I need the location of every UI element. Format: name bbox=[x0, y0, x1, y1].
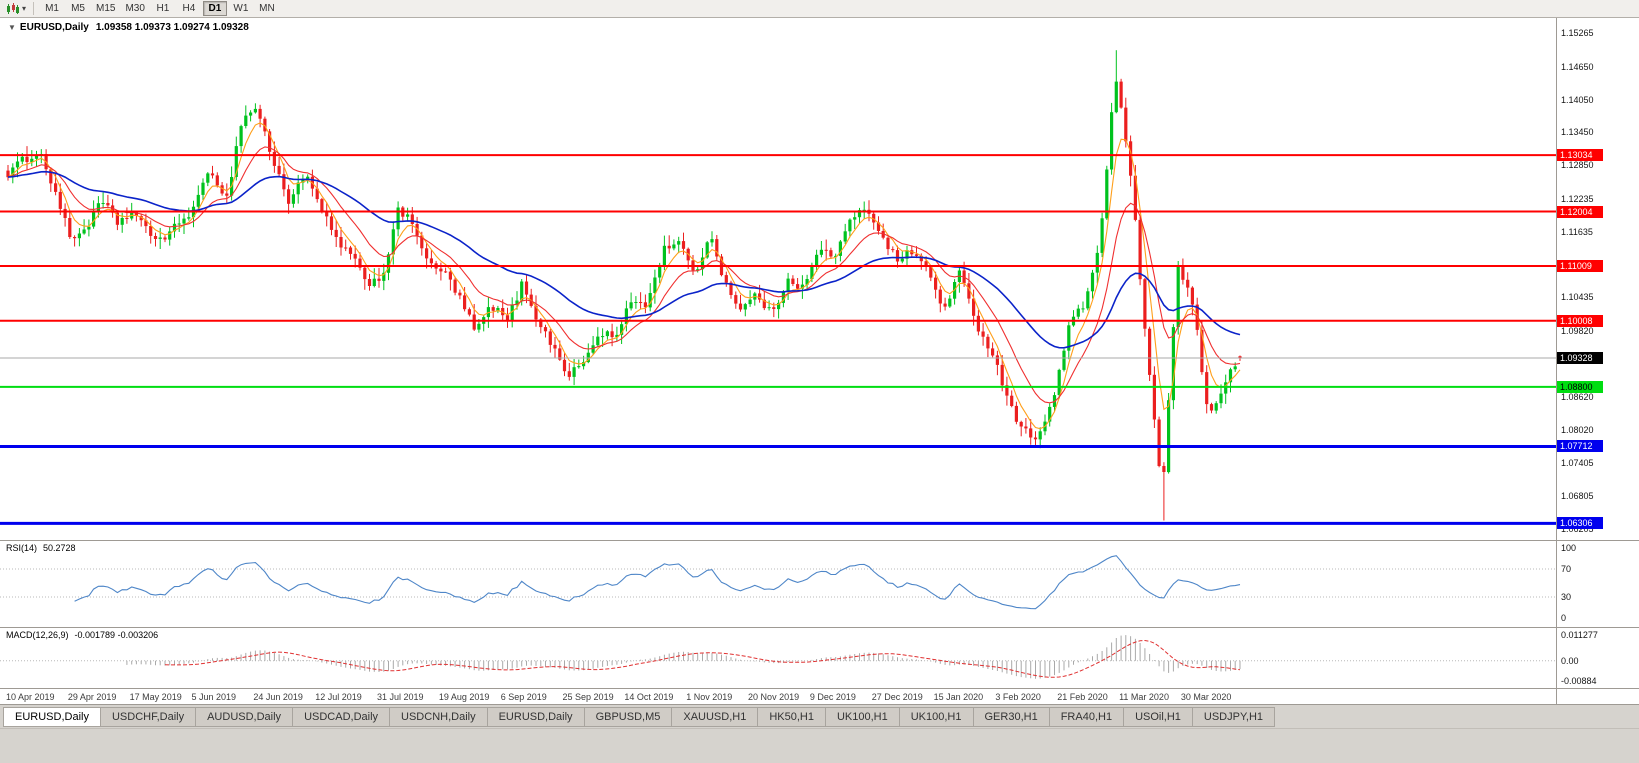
time-axis-divider bbox=[0, 688, 1639, 689]
timeframe-buttons-group: M1 M5 M15 M30 H1 H4 D1 W1 MN bbox=[39, 1, 280, 16]
chart-tab-bar: EURUSD,Daily USDCHF,Daily AUDUSD,Daily USDC… bbox=[0, 704, 1639, 728]
chart-window: ▼ EURUSD,Daily 1.09358 1.09373 1.09274 1.0… bbox=[0, 18, 1639, 704]
time-axis-label: 20 Nov 2019 bbox=[748, 692, 800, 702]
chart-tab-8-hk50-h1[interactable]: HK50,H1 bbox=[757, 706, 826, 727]
status-bar bbox=[0, 728, 1639, 763]
support-line-price-badge: 1.08800 bbox=[1557, 380, 1603, 393]
timeframe-m15-button[interactable]: M15 bbox=[96, 3, 116, 14]
support-line-price-badge: 1.07712 bbox=[1557, 440, 1603, 453]
chart-tab-14-usdjpy-h1[interactable]: USDJPY,H1 bbox=[1191, 706, 1276, 727]
resistance-line-price-badge: 1.12004 bbox=[1557, 205, 1603, 218]
current-price-badge: 1.09328 bbox=[1557, 351, 1603, 364]
price-axis-tick: 1.10435 bbox=[1561, 292, 1594, 303]
price-chart-canvas[interactable] bbox=[0, 18, 1556, 540]
price-axis-tick: 1.09820 bbox=[1561, 326, 1594, 337]
time-axis-label: 1 Nov 2019 bbox=[686, 692, 733, 702]
time-axis-label: 24 Jun 2019 bbox=[253, 692, 303, 702]
rsi-indicator-canvas[interactable] bbox=[0, 540, 1556, 627]
timeframe-mn-button[interactable]: MN bbox=[259, 3, 275, 14]
chart-symbol-period: EURUSD,Daily bbox=[19, 22, 89, 33]
macd-panel-label: MACD(12,26,9) -0.001789 -0.003206 bbox=[6, 630, 158, 640]
chart-type-dropdown-icon[interactable]: ▾ bbox=[22, 4, 27, 13]
chart-tab-4-usdcnh-daily[interactable]: USDCNH,Daily bbox=[389, 706, 488, 727]
chart-tab-12-fra40-h1[interactable]: FRA40,H1 bbox=[1048, 706, 1125, 727]
rsi-panel-label: RSI(14) 50.2728 bbox=[6, 543, 76, 553]
rsi-panel-divider[interactable] bbox=[0, 540, 1639, 541]
rsi-indicator-value: 50.2728 bbox=[43, 543, 76, 553]
macd-indicator-name: MACD(12,26,9) bbox=[6, 630, 69, 640]
price-axis-tick: 1.13450 bbox=[1561, 127, 1594, 138]
support-line-price-badge: 1.06306 bbox=[1557, 517, 1603, 530]
timeframe-h1-button[interactable]: H1 bbox=[156, 3, 170, 14]
one-click-trading-icon[interactable]: ▼ bbox=[8, 23, 16, 32]
price-axis-tick: 1.08620 bbox=[1561, 391, 1594, 402]
macd-indicator-values: -0.001789 -0.003206 bbox=[74, 630, 159, 640]
time-axis-label: 11 Mar 2020 bbox=[1119, 692, 1169, 702]
chart-tab-3-usdcad-daily[interactable]: USDCAD,Daily bbox=[292, 706, 391, 727]
price-axis-tick: 1.12235 bbox=[1561, 193, 1594, 204]
chart-tab-13-usoil-h1[interactable]: USOil,H1 bbox=[1123, 706, 1193, 727]
timeframe-m5-button[interactable]: M5 bbox=[71, 3, 85, 14]
macd-axis-tick: 0.011277 bbox=[1561, 630, 1598, 640]
time-axis-label: 27 Dec 2019 bbox=[871, 692, 923, 702]
price-axis-tick: 1.14050 bbox=[1561, 94, 1594, 105]
time-axis-label: 29 Apr 2019 bbox=[67, 692, 117, 702]
chart-tab-5-eurusd-daily[interactable]: EURUSD,Daily bbox=[486, 706, 585, 727]
chart-header: ▼ EURUSD,Daily 1.09358 1.09373 1.09274 1.0… bbox=[8, 22, 249, 33]
resistance-line-price-badge: 1.11009 bbox=[1557, 259, 1603, 272]
time-axis-label: 5 Jun 2019 bbox=[191, 692, 237, 702]
time-axis-label: 31 Jul 2019 bbox=[377, 692, 424, 702]
time-axis-label: 30 Mar 2020 bbox=[1180, 692, 1232, 702]
price-axis-tick: 1.14650 bbox=[1561, 61, 1594, 72]
macd-indicator-canvas[interactable] bbox=[0, 627, 1556, 688]
price-axis-tick: 1.06805 bbox=[1561, 491, 1594, 502]
chart-tab-6-gbpusd-m5[interactable]: GBPUSD,M5 bbox=[583, 706, 673, 727]
chart-ohlc-values: 1.09358 1.09373 1.09274 1.09328 bbox=[95, 22, 249, 33]
candlestick-chart-icon[interactable] bbox=[6, 2, 20, 15]
rsi-indicator-name: RSI(14) bbox=[6, 543, 38, 553]
chart-tab-9-uk100-h1[interactable]: UK100,H1 bbox=[824, 706, 900, 727]
timeframe-m30-button[interactable]: M30 bbox=[125, 3, 145, 14]
time-axis-label: 21 Feb 2020 bbox=[1057, 692, 1108, 702]
macd-axis-tick: 0.00 bbox=[1561, 655, 1579, 666]
timeframe-d1-button[interactable]: D1 bbox=[202, 1, 227, 16]
price-axis-tick: 1.11635 bbox=[1561, 226, 1593, 237]
rsi-axis-tick: 70 bbox=[1561, 564, 1572, 574]
time-axis-label: 6 Sep 2019 bbox=[500, 692, 547, 702]
time-axis-label: 3 Feb 2020 bbox=[995, 692, 1041, 702]
price-axis-tick: 1.07405 bbox=[1561, 458, 1594, 469]
chart-tab-10-uk100-h1[interactable]: UK100,H1 bbox=[898, 706, 974, 727]
timeframe-m1-button[interactable]: M1 bbox=[45, 3, 59, 14]
rsi-axis-tick: 100 bbox=[1561, 543, 1577, 553]
macd-panel-divider[interactable] bbox=[0, 627, 1639, 628]
chart-tab-0-eurusd-daily[interactable]: EURUSD,Daily bbox=[3, 706, 101, 727]
chart-tab-1-usdchf-daily[interactable]: USDCHF,Daily bbox=[99, 706, 197, 727]
time-axis-label: 17 May 2019 bbox=[129, 692, 182, 702]
time-axis-label: 15 Jan 2020 bbox=[933, 692, 984, 702]
resistance-line-price-badge: 1.13034 bbox=[1557, 149, 1603, 162]
chart-tab-7-xauusd-h1[interactable]: XAUUSD,H1 bbox=[671, 706, 759, 727]
time-axis-label: 10 Apr 2019 bbox=[6, 692, 55, 702]
price-axis-tick: 1.15265 bbox=[1561, 28, 1594, 38]
macd-axis-tick: -0.00884 bbox=[1561, 676, 1597, 686]
resistance-line-price-badge: 1.10008 bbox=[1557, 314, 1603, 327]
time-axis-label: 19 Aug 2019 bbox=[438, 692, 490, 702]
price-axis-divider bbox=[1556, 18, 1557, 704]
time-axis-label: 9 Dec 2019 bbox=[809, 692, 856, 702]
rsi-axis-tick: 30 bbox=[1561, 592, 1572, 602]
price-axis-tick: 1.08020 bbox=[1561, 424, 1594, 435]
rsi-axis-tick: 0 bbox=[1561, 613, 1567, 623]
timeframe-w1-button[interactable]: W1 bbox=[233, 3, 249, 14]
price-axis-tick: 1.12850 bbox=[1561, 160, 1594, 171]
chart-tab-11-ger30-h1[interactable]: GER30,H1 bbox=[972, 706, 1050, 727]
timeframe-h4-button[interactable]: H4 bbox=[182, 3, 196, 14]
time-axis-label: 14 Oct 2019 bbox=[624, 692, 674, 702]
time-axis-label: 25 Sep 2019 bbox=[562, 692, 614, 702]
time-axis-label: 12 Jul 2019 bbox=[315, 692, 362, 702]
toolbar-separator bbox=[33, 2, 35, 15]
chart-tab-2-audusd-daily[interactable]: AUDUSD,Daily bbox=[195, 706, 294, 727]
timeframe-toolbar: ▾ M1 M5 M15 M30 H1 H4 D1 W1 MN bbox=[0, 0, 1639, 18]
